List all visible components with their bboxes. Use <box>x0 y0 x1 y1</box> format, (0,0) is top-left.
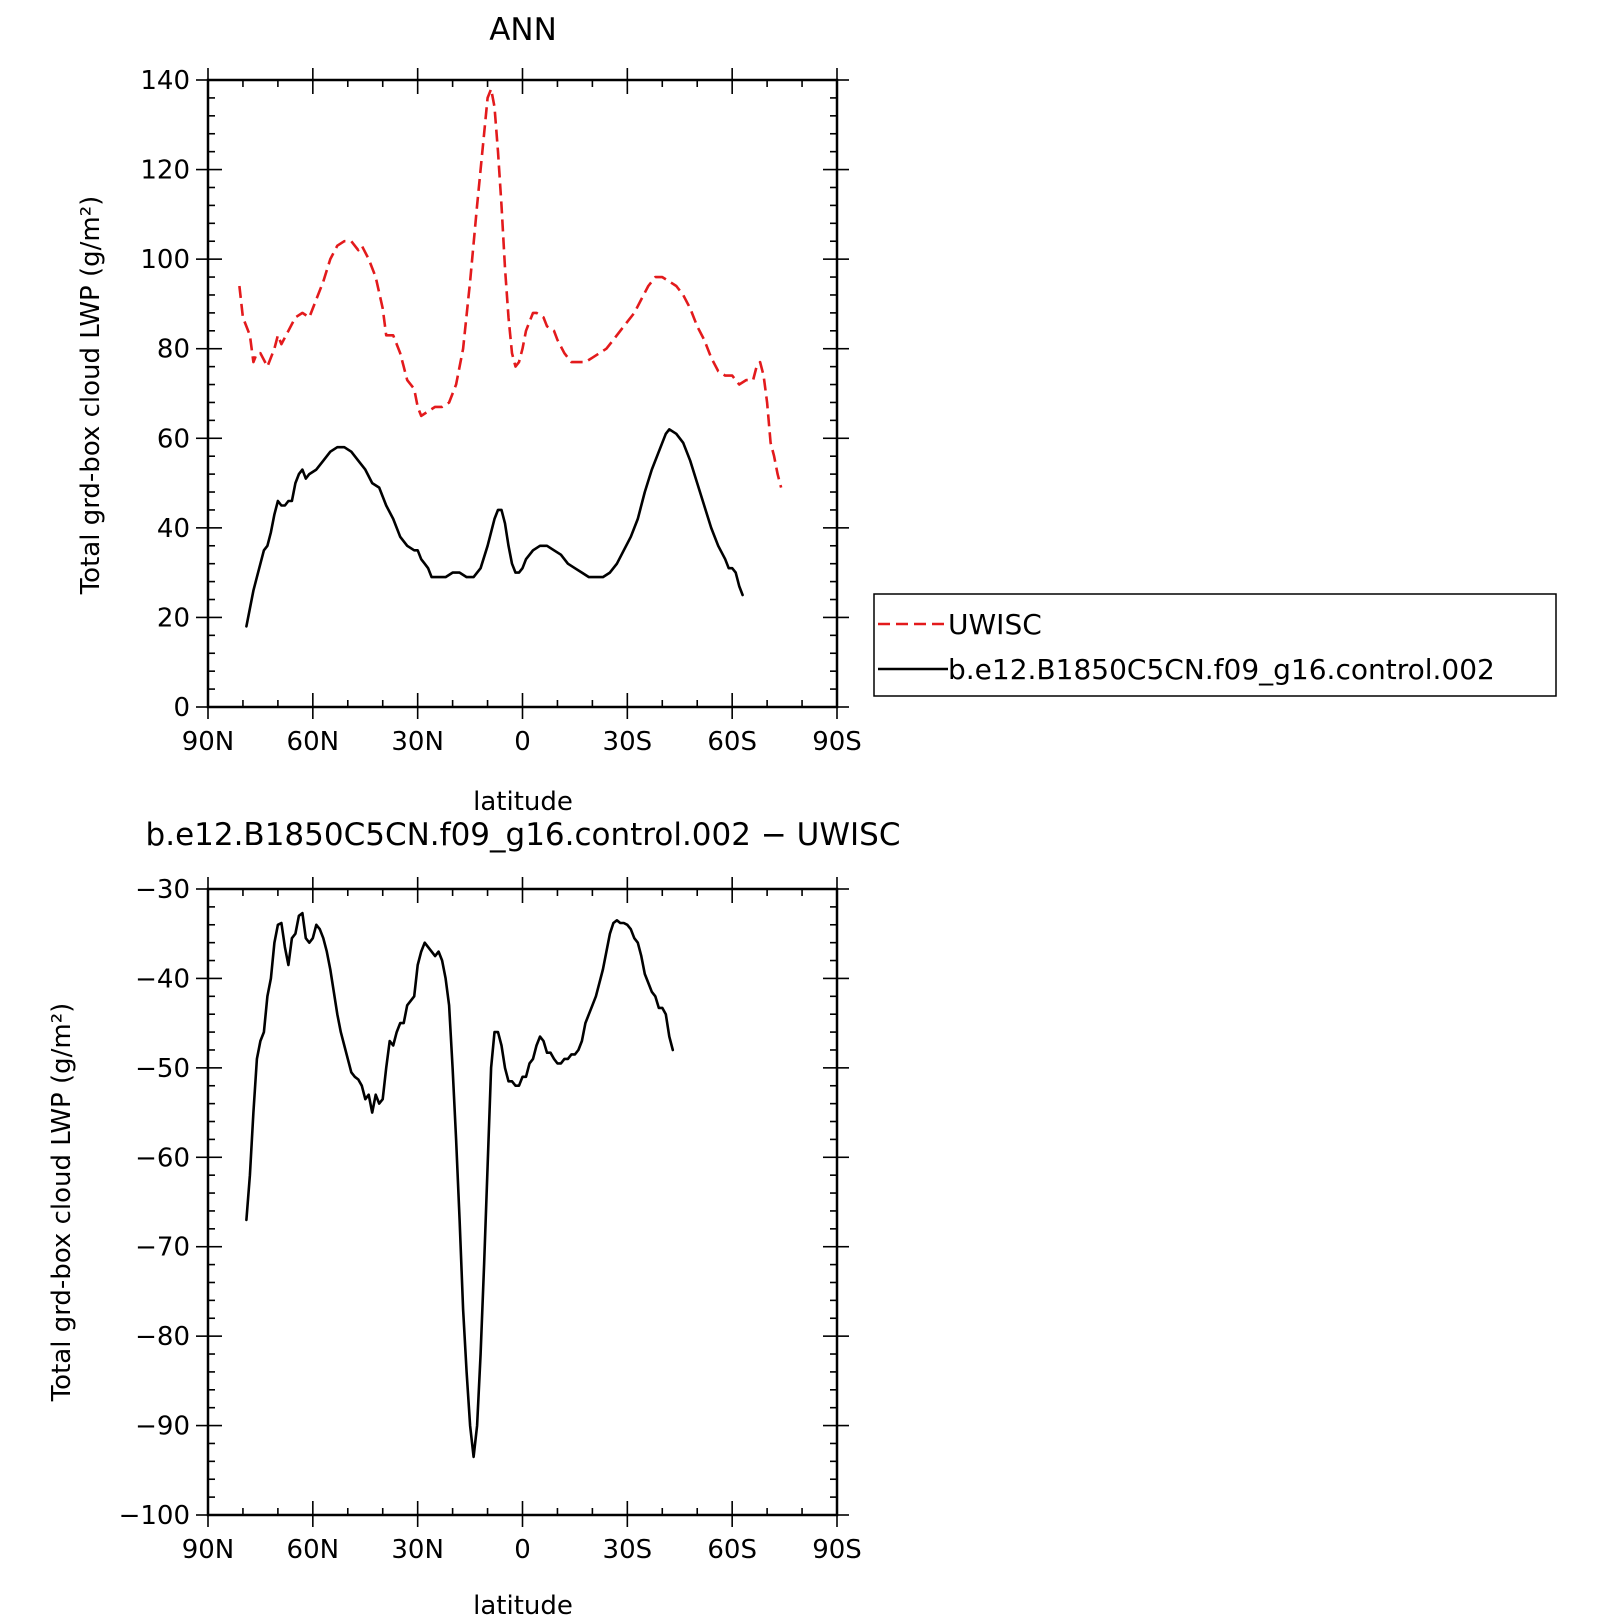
bottom-y-tick-label: −100 <box>119 1501 190 1531</box>
bottom-x-tick-label: 60S <box>707 1535 757 1565</box>
legend-label-model: b.e12.B1850C5CN.f09_g16.control.002 <box>948 653 1495 686</box>
bottom-x-tick-label: 90S <box>812 1535 862 1565</box>
bottom-chart-title: b.e12.B1850C5CN.f09_g16.control.002 − UW… <box>146 817 901 853</box>
top-x-tick-label: 0 <box>514 727 531 757</box>
top-y-tick-label: 140 <box>140 66 190 96</box>
bottom-xlabel: latitude <box>473 1591 573 1619</box>
bottom-x-tick-label: 30N <box>391 1535 444 1565</box>
top-y-tick-label: 0 <box>173 693 190 723</box>
bottom-y-tick-label: −40 <box>135 964 190 994</box>
top-chart-title: ANN <box>489 12 557 48</box>
top-x-tick-label: 30N <box>391 727 444 757</box>
bottom-panel: b.e12.B1850C5CN.f09_g16.control.002 − UW… <box>47 817 900 1619</box>
bottom-ylabel-text: Total grd-box cloud LWP (g/m²) <box>47 1003 77 1403</box>
bottom-y-tick-label: −70 <box>135 1233 190 1263</box>
bottom-x-tick-label: 90N <box>182 1535 235 1565</box>
bottom-series-line-0 <box>245 911 675 1459</box>
top-y-tick-label: 60 <box>157 424 190 454</box>
top-y-tick-label: 120 <box>140 156 190 186</box>
top-x-tick-label: 90S <box>812 727 862 757</box>
bottom-y-tick-label: −50 <box>135 1054 190 1084</box>
legend-label-uwisc: UWISC <box>948 608 1042 641</box>
top-xlabel: latitude <box>473 787 573 817</box>
top-y-tick-label: 80 <box>157 335 190 365</box>
top-y-tick-label: 20 <box>157 603 190 633</box>
bottom-plot-frame <box>206 887 839 1517</box>
top-ylabel: Total grd-box cloud LWP (g/m²) <box>76 196 106 596</box>
top-panel: ANN Total grd-box cloud LWP (g/m²) latit… <box>76 12 862 817</box>
top-x-tick-label: 30S <box>603 727 653 757</box>
bottom-x-tick-label: 30S <box>603 1535 653 1565</box>
bottom-y-tick-label: −30 <box>135 875 190 905</box>
top-series-line-0 <box>238 87 783 488</box>
top-y-tick-label: 40 <box>157 514 190 544</box>
bottom-ylabel: Total grd-box cloud LWP (g/m²) <box>47 1003 77 1403</box>
legend: UWISC b.e12.B1850C5CN.f09_g16.control.00… <box>873 593 1557 697</box>
top-x-tick-label: 60S <box>707 727 757 757</box>
top-plot-frame <box>206 78 839 709</box>
top-ylabel-text: Total grd-box cloud LWP (g/m²) <box>76 196 106 596</box>
bottom-y-tick-label: −80 <box>135 1322 190 1352</box>
bottom-y-tick-label: −60 <box>135 1143 190 1173</box>
bottom-y-tick-label: −90 <box>135 1412 190 1442</box>
top-x-tick-label: 60N <box>287 727 340 757</box>
bottom-x-tick-label: 0 <box>514 1535 531 1565</box>
top-x-tick-label: 90N <box>182 727 235 757</box>
top-series-line-1 <box>245 428 744 628</box>
top-y-tick-label: 100 <box>140 245 190 275</box>
legend-box <box>873 593 1557 697</box>
bottom-x-tick-label: 60N <box>287 1535 340 1565</box>
